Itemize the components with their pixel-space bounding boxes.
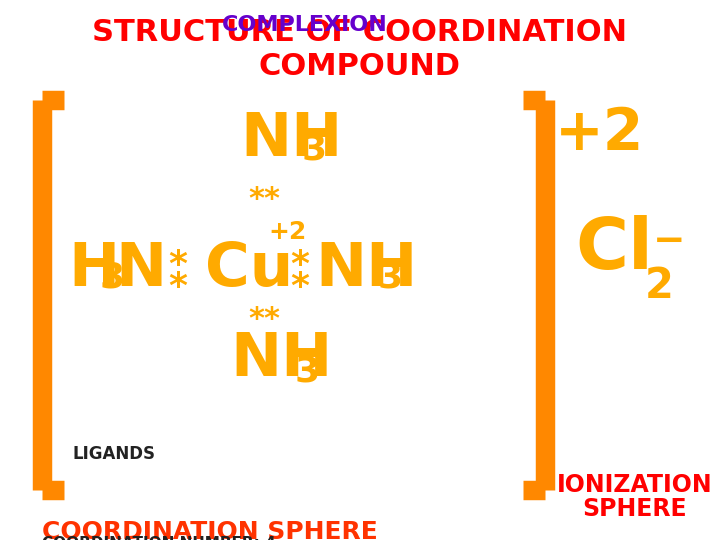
Text: COMPOUND: COMPOUND xyxy=(259,52,461,81)
Text: Cl: Cl xyxy=(575,215,653,284)
Text: 3: 3 xyxy=(295,355,320,389)
Text: N: N xyxy=(115,240,166,299)
Text: H: H xyxy=(68,240,119,299)
Text: STRUCTURE OF COORDINATION: STRUCTURE OF COORDINATION xyxy=(92,18,628,47)
Text: NH: NH xyxy=(315,240,418,299)
Text: Cu: Cu xyxy=(205,240,293,299)
Text: 3: 3 xyxy=(100,260,125,294)
Text: NH: NH xyxy=(230,330,332,389)
Text: 3: 3 xyxy=(302,132,327,166)
Text: 3: 3 xyxy=(378,260,403,294)
Text: *: * xyxy=(168,248,187,282)
Text: +2: +2 xyxy=(555,105,644,162)
Text: 2: 2 xyxy=(645,265,674,307)
Text: SPHERE: SPHERE xyxy=(582,497,688,521)
Text: *: * xyxy=(290,248,309,282)
Text: IONIZATION: IONIZATION xyxy=(557,473,713,497)
Text: NH: NH xyxy=(240,110,342,169)
Text: COMPLEXION: COMPLEXION xyxy=(222,15,388,35)
Text: **: ** xyxy=(248,185,280,214)
Text: LIGANDS: LIGANDS xyxy=(72,445,155,463)
Text: −: − xyxy=(653,222,685,260)
Text: COORDINATION NUMBER: 4: COORDINATION NUMBER: 4 xyxy=(42,536,276,540)
Text: COORDINATION SPHERE: COORDINATION SPHERE xyxy=(42,520,378,540)
Text: *: * xyxy=(290,270,309,304)
Text: **: ** xyxy=(248,305,280,334)
Text: *: * xyxy=(168,270,187,304)
Text: +2: +2 xyxy=(268,220,306,244)
